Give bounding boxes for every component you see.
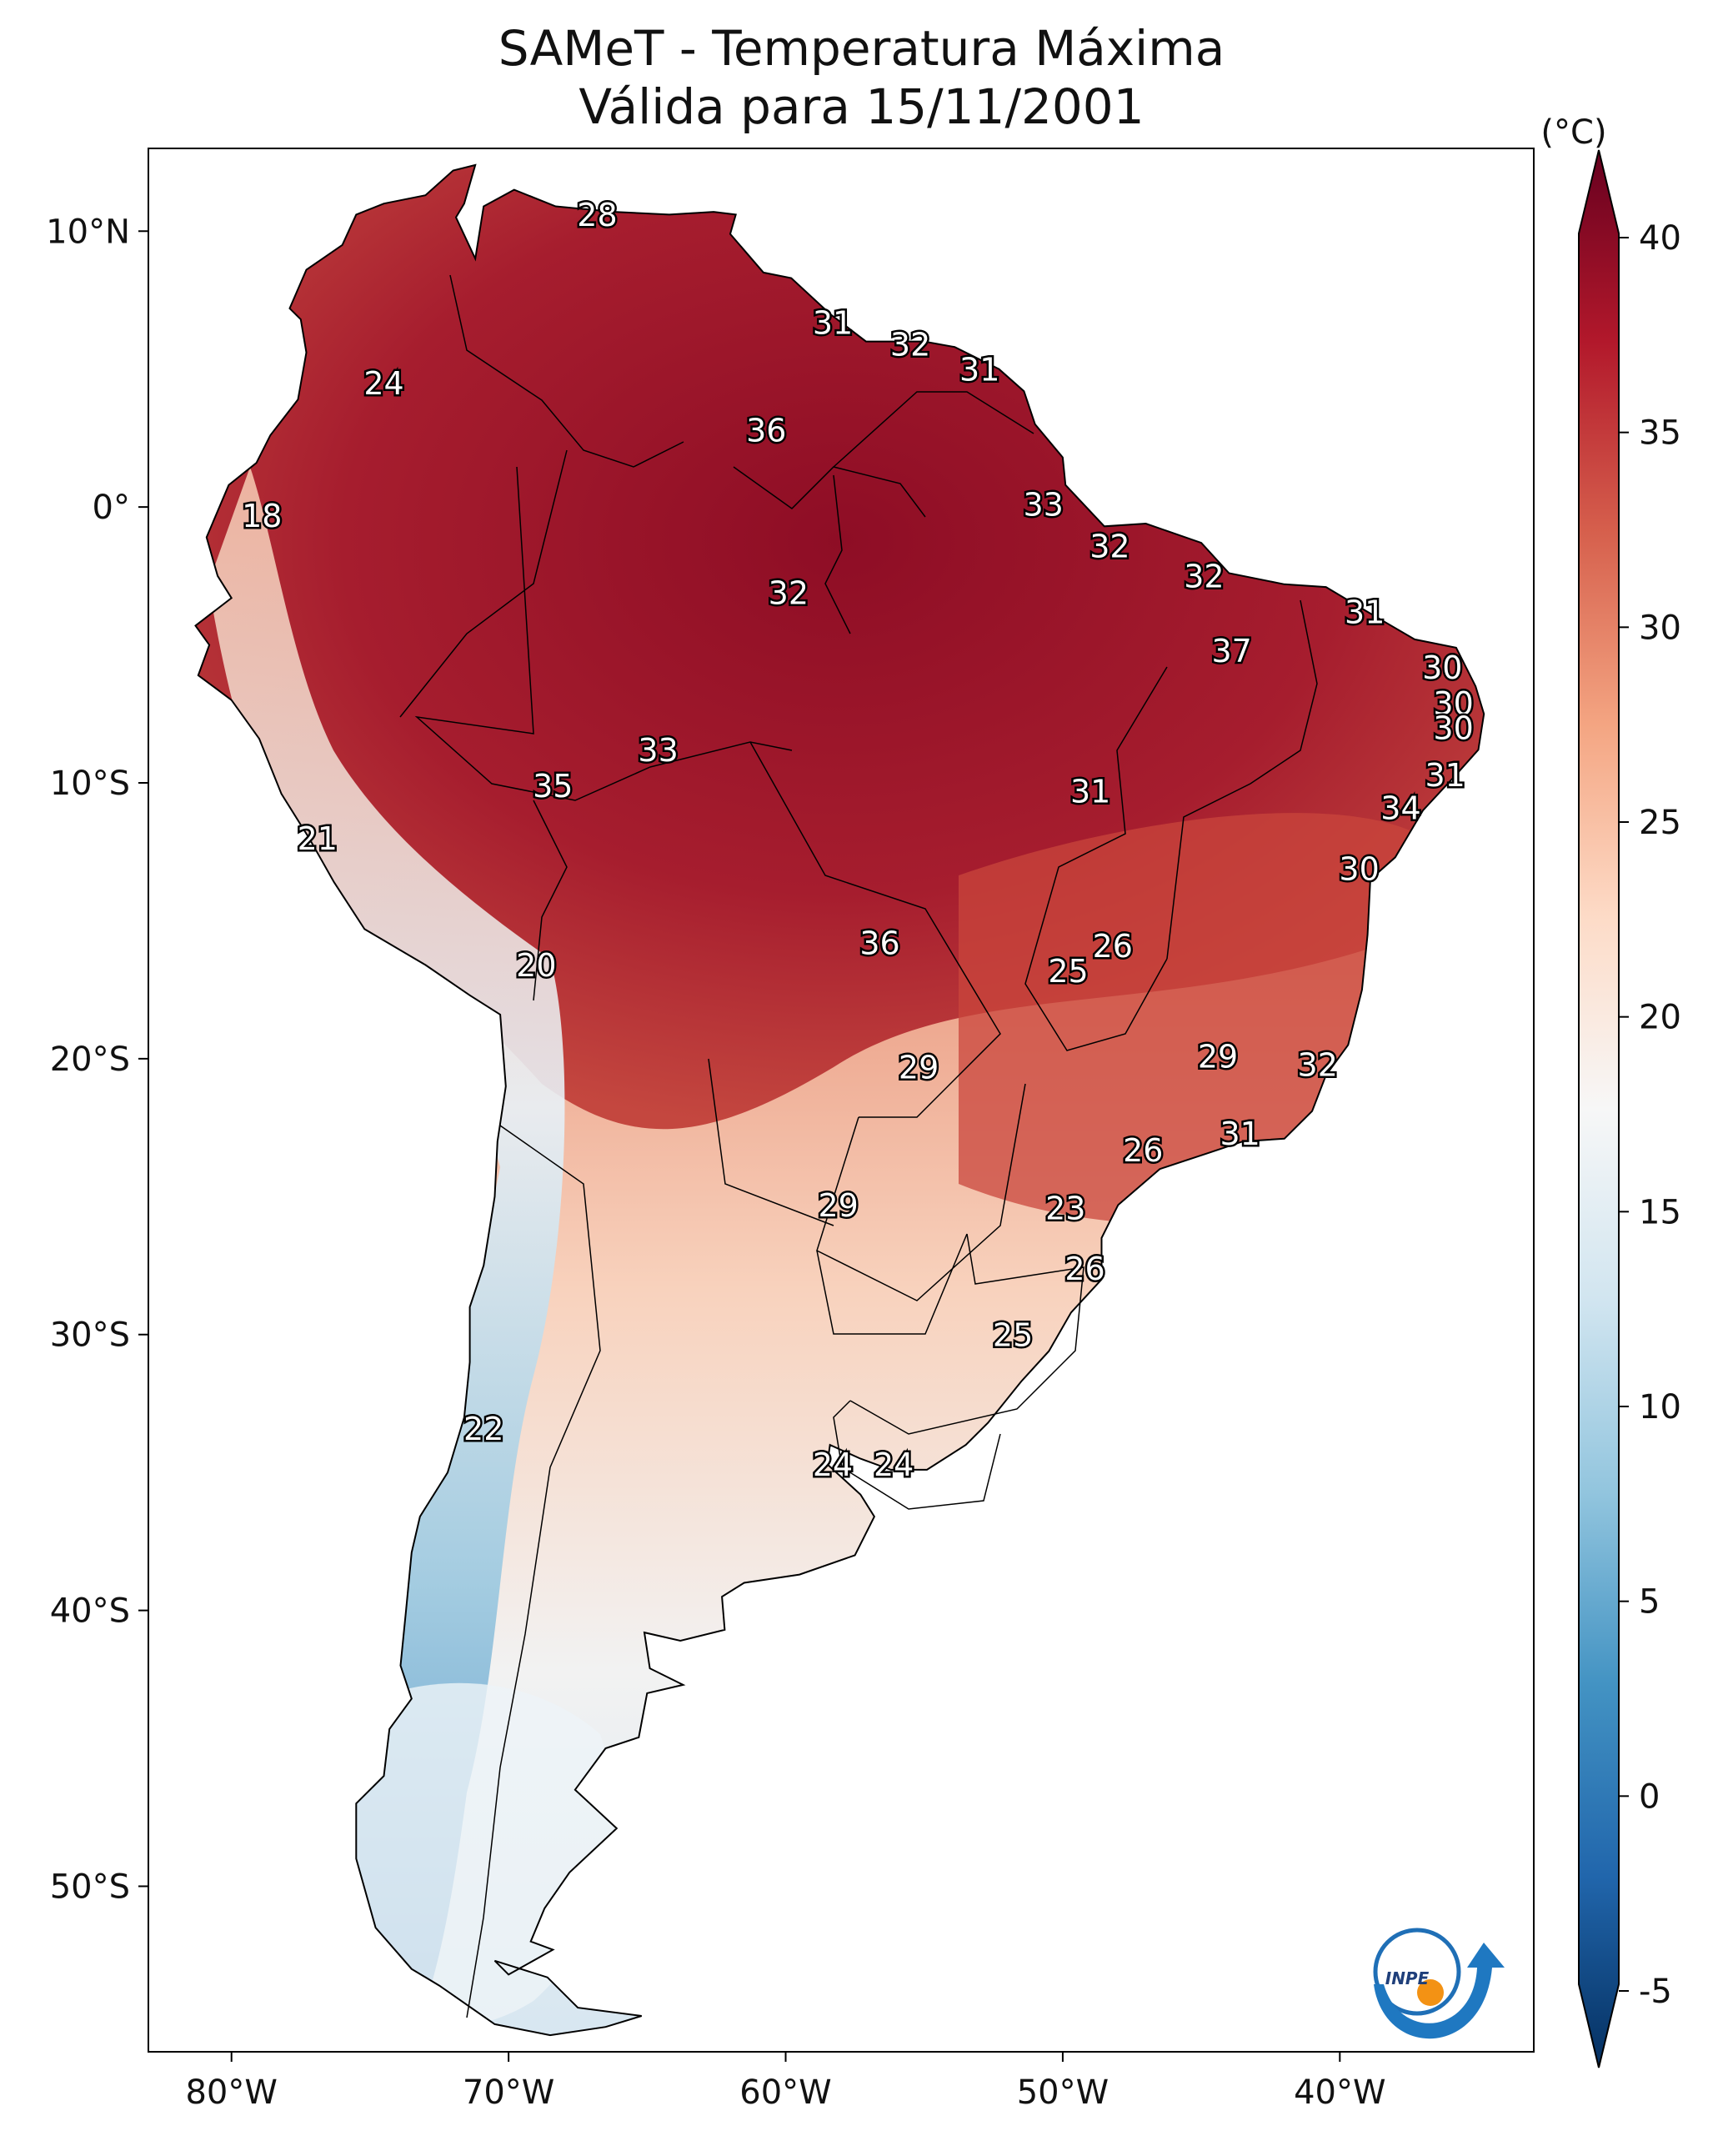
temperature-label: 32 [1089, 528, 1129, 564]
colorbar-body [1578, 149, 1620, 2068]
temperature-label: 26 [1123, 1132, 1163, 1169]
colorbar-tick-label: 30 [1639, 609, 1681, 647]
temperature-label: 32 [890, 327, 930, 364]
y-tick-label: 30°S [50, 1316, 130, 1355]
y-tick-label: 40°S [50, 1592, 130, 1631]
temperature-label: 31 [1425, 757, 1465, 794]
temperature-label: 29 [818, 1187, 858, 1224]
temperature-label: 31 [959, 352, 999, 389]
colorbar-ticks: 40 35 30 25 20 15 10 5 0 -5 [1619, 219, 1681, 2011]
x-tick-label: 40°W [1294, 2073, 1385, 2112]
temperature-label: 21 [298, 820, 338, 857]
inpe-logo-text: INPE [1385, 1968, 1430, 1988]
temperature-label: 20 [516, 947, 556, 984]
colorbar-tick-label: 10 [1639, 1388, 1681, 1426]
temperature-label: 32 [1184, 559, 1224, 595]
x-tick-label: 70°W [463, 2073, 554, 2112]
inpe-logo-swoosh-icon [1374, 1943, 1505, 2039]
inpe-logo-ring [1373, 1928, 1461, 2016]
x-tick-label: 50°W [1017, 2073, 1109, 2112]
temperature-label: 31 [813, 304, 853, 341]
map-title-line2: Válida para 15/11/2001 [579, 78, 1144, 135]
y-tick-label: 50°S [50, 1868, 130, 1906]
temperature-label: 26 [1064, 1251, 1104, 1287]
y-tick-label: 10°S [50, 765, 130, 803]
temperature-label: 30 [1422, 649, 1462, 686]
y-tick-label: 20°S [50, 1040, 130, 1079]
temperature-label: 31 [1070, 774, 1110, 810]
country-borders [399, 274, 1318, 2018]
x-tick-label: 60°W [739, 2073, 831, 2112]
temperature-label: 32 [769, 575, 809, 612]
temperature-label: 36 [859, 925, 899, 962]
temperature-label: 22 [463, 1411, 503, 1447]
colorbar-tick-label: 15 [1639, 1193, 1681, 1231]
map-title-line1: SAMeT - Temperatura Máxima [498, 20, 1225, 77]
x-axis: 80°W 70°W 60°W 50°W 40°W [185, 2052, 1386, 2112]
temperature-label: 37 [1212, 633, 1252, 669]
y-axis: 10°N 0° 10°S 20°S 30°S 40°S 50°S [46, 213, 148, 1906]
colorbar-tick-label: 5 [1639, 1583, 1660, 1622]
temperature-label: 24 [813, 1447, 853, 1483]
temperature-label: 31 [1345, 594, 1385, 631]
temperature-label: 36 [746, 412, 786, 449]
colorbar-tick-label: 35 [1639, 414, 1681, 453]
temperature-label: 26 [1093, 928, 1133, 965]
temperature-label: 25 [1048, 953, 1088, 990]
temperature-label: 23 [1045, 1190, 1085, 1226]
colorbar-tick-label: -5 [1639, 1973, 1672, 2011]
temperature-label: 30 [1433, 710, 1473, 747]
temperature-label: 34 [1380, 790, 1420, 827]
temperature-label: 24 [874, 1447, 914, 1483]
temperature-label: 30 [1339, 850, 1379, 887]
y-tick-label: 10°N [46, 213, 130, 251]
temperature-label: 32 [1298, 1046, 1338, 1083]
colorbar-tick-label: 25 [1639, 804, 1681, 842]
coastline [194, 163, 1485, 2037]
x-tick-label: 80°W [185, 2073, 277, 2112]
temperature-label: 33 [1023, 487, 1063, 524]
inpe-logo-dot [1417, 1979, 1444, 2006]
colorbar-tick-label: 40 [1639, 219, 1681, 258]
temperature-label: 25 [993, 1317, 1033, 1354]
colorbar-tick-label: 0 [1639, 1777, 1660, 1816]
temperature-label: 30 [1433, 685, 1473, 722]
colorbar-tick-label: 20 [1639, 999, 1681, 1037]
temperature-label: 29 [899, 1050, 939, 1086]
temperature-label: 24 [363, 365, 403, 402]
temperature-label: 29 [1198, 1038, 1238, 1075]
colorbar-unit: (°C) [1540, 113, 1606, 152]
temperature-label: 31 [1220, 1116, 1260, 1152]
temperature-label: 18 [242, 498, 282, 534]
inpe-logo: INPE [1373, 1928, 1505, 2039]
y-tick-label: 0° [93, 489, 130, 527]
temperature-label: 28 [577, 197, 617, 233]
colorbar: (°C) 40 35 30 25 20 15 10 5 0 -5 [1540, 113, 1681, 2068]
temperature-label: 33 [638, 732, 678, 769]
temperature-label: 35 [533, 768, 573, 805]
